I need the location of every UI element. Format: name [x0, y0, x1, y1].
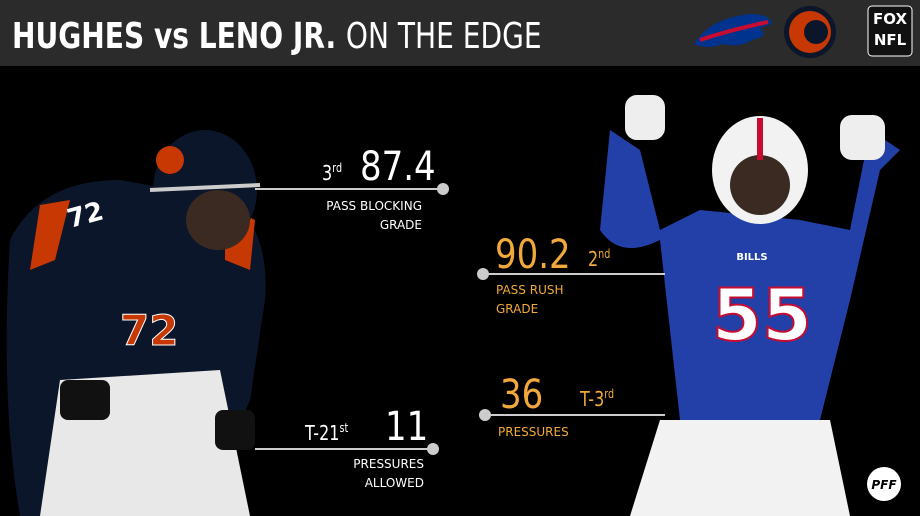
connector-dot: [477, 268, 489, 280]
fox-nfl-logo: FOX NFL: [867, 5, 913, 57]
connector-dot: [479, 409, 491, 421]
rank: 3rd: [322, 161, 342, 186]
stat-value: 11: [385, 403, 428, 449]
stat-label: PRESSURES: [498, 425, 569, 439]
stat-pressures-allowed: T-21st 11 PRESSURES ALLOWED: [255, 403, 439, 490]
pff-logo: PFF: [867, 467, 901, 501]
player-right: BILLS 55: [600, 95, 900, 516]
title: HUGHES vs LENO JR. ON THE EDGE: [12, 15, 542, 57]
stat-label: GRADE: [496, 302, 538, 316]
title-light: ON THE EDGE: [346, 15, 542, 57]
bears-logo: [784, 6, 836, 58]
rank-number: 3: [322, 162, 332, 185]
stat-value: 36: [500, 371, 543, 417]
rank-suffix: rd: [604, 387, 614, 401]
rank-number: T-3: [579, 388, 604, 411]
stat-label: PASS BLOCKING: [326, 199, 422, 213]
network-bottom: NFL: [874, 31, 907, 49]
title-bold: HUGHES vs LENO JR.: [12, 15, 336, 57]
jersey-number: 72: [120, 306, 178, 355]
rank: 2nd: [588, 247, 610, 272]
rank-number: 2: [588, 248, 598, 271]
title-text: HUGHES vs LENO JR. ON THE EDGE: [12, 15, 542, 57]
stat-pressures: 36 T-3rd PRESSURES: [479, 371, 665, 439]
stat-pass-blocking: 3rd 87.4 PASS BLOCKING GRADE: [255, 143, 449, 232]
connector-dot: [437, 183, 449, 195]
stat-label: PRESSURES: [353, 457, 424, 471]
rank-suffix: st: [339, 421, 348, 435]
stat-value: 90.2: [495, 231, 571, 277]
connector-dot: [427, 443, 439, 455]
stat-label: ALLOWED: [365, 476, 424, 490]
player-left: 72 72: [6, 130, 266, 516]
rank-suffix: nd: [598, 247, 610, 261]
rank-suffix: rd: [332, 161, 342, 175]
stat-value: 87.4: [360, 143, 436, 189]
rank: T-21st: [304, 421, 348, 446]
jersey-number: 55: [712, 273, 812, 357]
stat-pass-rush: 90.2 2nd PASS RUSH GRADE: [477, 231, 665, 316]
network-top: FOX: [873, 10, 907, 28]
rank-number: T-21: [304, 422, 339, 445]
stat-label: PASS RUSH: [496, 283, 564, 297]
bills-logo: [694, 14, 772, 47]
stat-label: GRADE: [380, 218, 422, 232]
rank: T-3rd: [579, 387, 614, 412]
brand: PFF: [871, 478, 897, 492]
jersey-team: BILLS: [736, 252, 767, 263]
title-bar: [0, 0, 920, 66]
